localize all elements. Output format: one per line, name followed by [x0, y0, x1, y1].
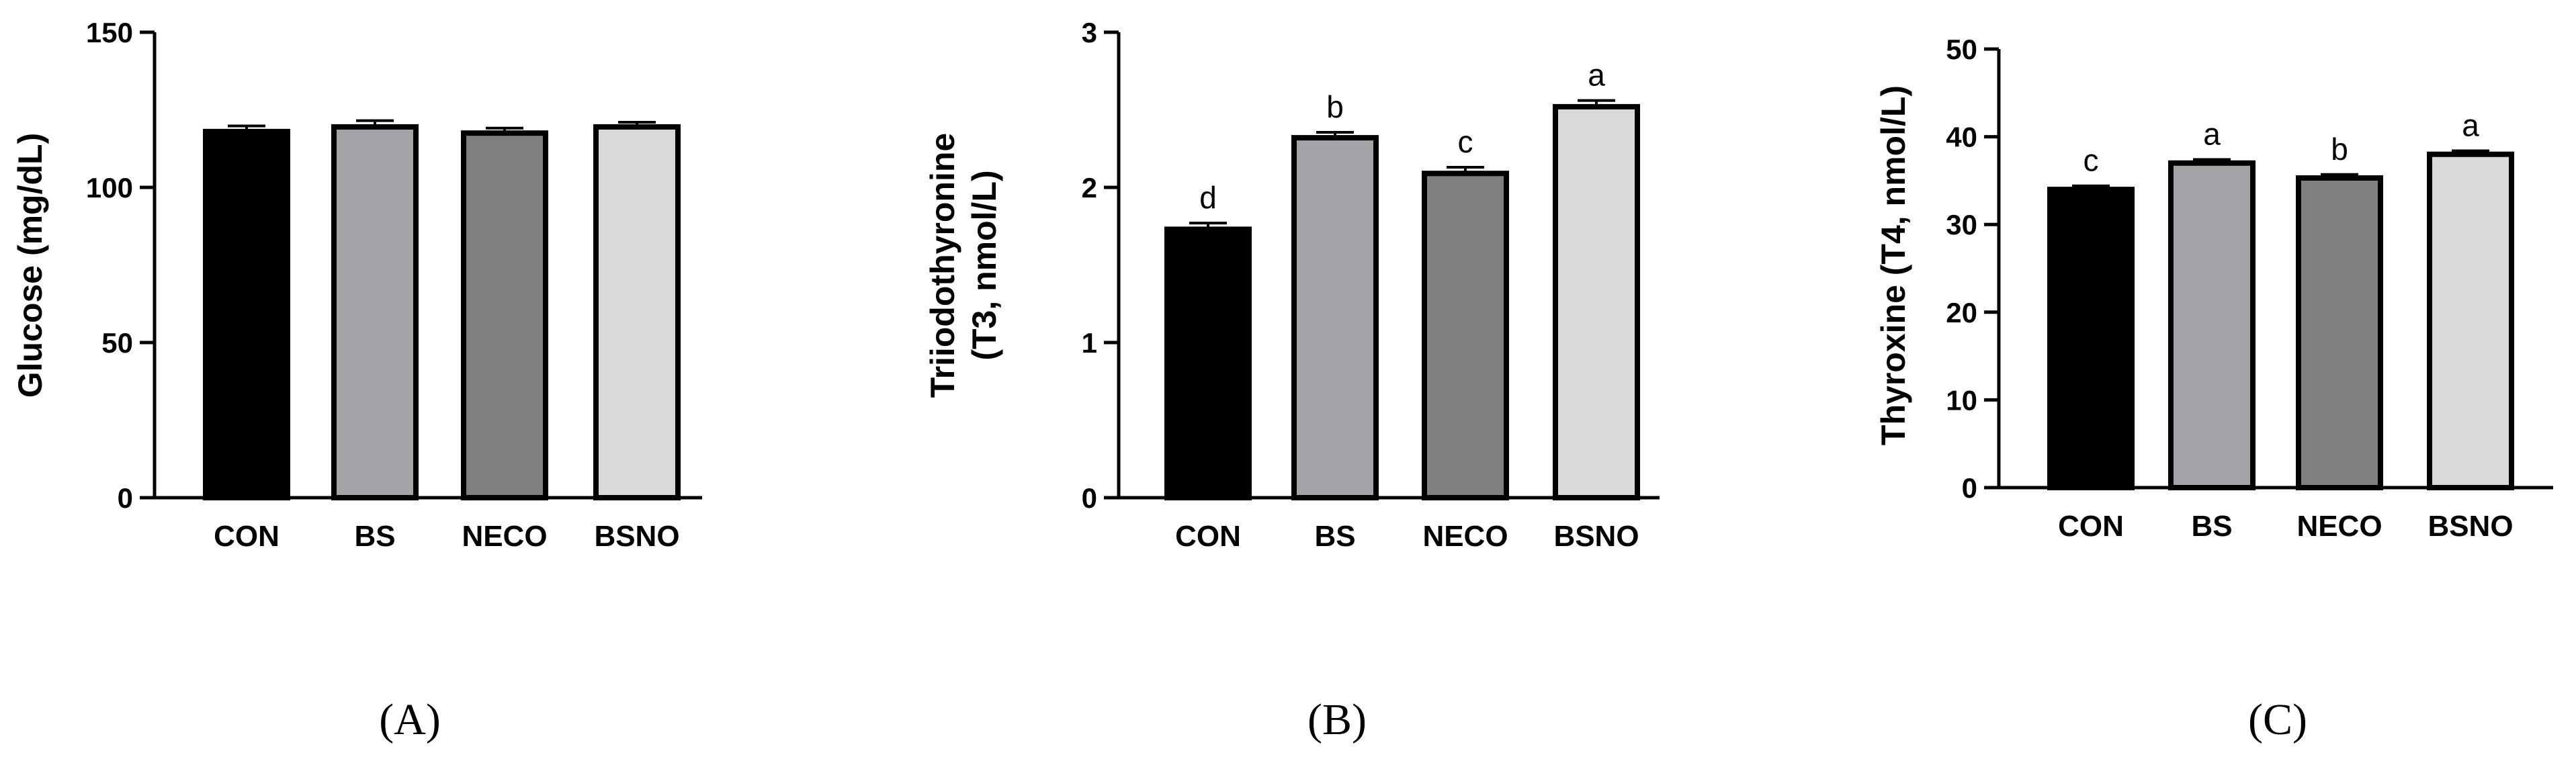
- category-label: CON: [2058, 510, 2124, 543]
- y-tick-label: 0: [1082, 482, 1097, 514]
- y-axis-title: Thyroxine (T4, nmol/L): [1875, 85, 1912, 445]
- y-tick-label: 150: [86, 17, 133, 48]
- significance-letter: d: [1199, 180, 1217, 215]
- category-label: NECO: [462, 520, 547, 553]
- y-tick-label: 2: [1082, 172, 1097, 204]
- significance-letter: c: [2084, 143, 2099, 178]
- category-label: CON: [214, 520, 280, 553]
- bar-neco: [1422, 171, 1509, 500]
- category-label: BS: [1314, 520, 1355, 553]
- y-tick-label: 20: [1946, 297, 1977, 328]
- bar-con: [2047, 186, 2135, 490]
- bar-con: [203, 128, 290, 500]
- bar-bs: [2168, 160, 2256, 490]
- panel-label: (A): [379, 695, 441, 744]
- y-axis-title: Triiodothyronine (T3, nmol/L): [924, 133, 1003, 398]
- significance-letter: b: [2331, 132, 2348, 167]
- significance-letter: a: [2203, 117, 2221, 152]
- chart-panel-3: 0 10 20 30 40 50 CON c BS a NECO b BSNO a Thyroxine (T…: [1875, 34, 2553, 744]
- bar-neco: [461, 130, 548, 500]
- y-axis-title: Glucose (mg/dL): [11, 133, 49, 398]
- significance-letter: a: [1588, 58, 1605, 93]
- category-label: BSNO: [1553, 520, 1639, 553]
- chart-panel-1: 0 50 100 150 CON BS NECO BSNO Glucose (mg/dL) (A): [11, 17, 702, 744]
- bar-bs: [1291, 135, 1379, 500]
- panel-label: (B): [1307, 695, 1367, 744]
- bar-neco: [2296, 175, 2383, 490]
- y-tick-label: 3: [1082, 17, 1097, 48]
- panel-label: (C): [2248, 695, 2307, 744]
- bar-bs: [331, 124, 419, 501]
- category-label: BSNO: [594, 520, 679, 553]
- y-tick-label: 50: [1946, 34, 1977, 65]
- y-tick-label: 0: [1962, 472, 1977, 504]
- bar-con: [1164, 226, 1252, 500]
- significance-letter: b: [1326, 89, 1344, 124]
- y-tick-label: 0: [118, 482, 133, 514]
- category-label: BSNO: [2428, 510, 2513, 543]
- y-tick-label: 1: [1082, 327, 1097, 359]
- y-tick-label: 30: [1946, 209, 1977, 240]
- category-label: BS: [354, 520, 395, 553]
- bar-bsno: [2427, 151, 2514, 490]
- category-label: NECO: [1422, 520, 1508, 553]
- bar-bsno: [1553, 103, 1640, 500]
- bar-bsno: [593, 124, 681, 501]
- category-label: CON: [1175, 520, 1241, 553]
- y-tick-label: 40: [1946, 122, 1977, 153]
- significance-letter: a: [2462, 107, 2479, 142]
- y-tick-label: 10: [1946, 384, 1977, 416]
- category-label: NECO: [2296, 510, 2382, 543]
- chart-panel-2: 0 1 2 3 CON d BS b NECO c BSNO a Triiodothyronine (T3…: [924, 17, 1660, 744]
- y-tick-label: 100: [86, 172, 133, 204]
- y-tick-label: 50: [101, 327, 133, 359]
- category-label: BS: [2191, 510, 2232, 543]
- significance-letter: c: [1458, 124, 1473, 159]
